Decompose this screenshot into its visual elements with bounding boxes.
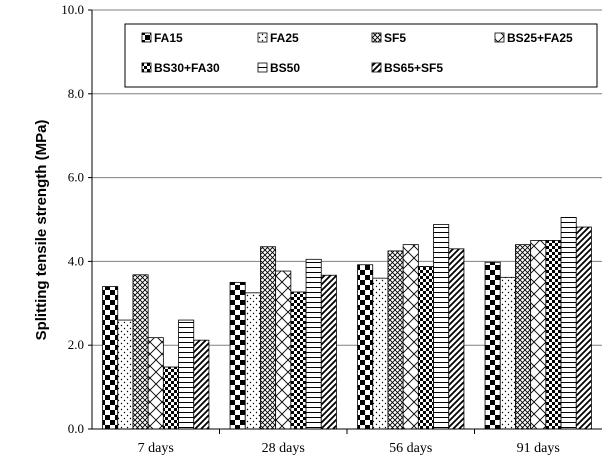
y-tick-label: 8.0 xyxy=(68,86,84,101)
bar xyxy=(229,281,246,430)
bar xyxy=(484,261,501,430)
bar xyxy=(433,224,450,430)
legend-swatch xyxy=(371,32,382,43)
x-tick-label: 7 days xyxy=(138,441,174,456)
legend-label: FA15 xyxy=(154,31,183,45)
bar xyxy=(132,274,149,430)
bar xyxy=(545,240,562,430)
bar xyxy=(560,217,577,430)
bar xyxy=(275,270,292,430)
bar xyxy=(305,258,322,430)
y-tick-label: 4.0 xyxy=(68,253,84,268)
legend-label: BS30+FA30 xyxy=(154,61,220,75)
bar xyxy=(372,277,389,430)
legend-swatch xyxy=(257,62,268,73)
x-tick-label: 28 days xyxy=(262,441,305,456)
bar xyxy=(178,319,195,430)
y-axis-label: Splitting tensile strength (MPa) xyxy=(33,120,50,341)
bar xyxy=(499,276,516,430)
y-tick-label: 6.0 xyxy=(68,170,84,185)
bar xyxy=(102,286,119,430)
y-tick-label: 2.0 xyxy=(68,337,84,352)
bar xyxy=(530,240,547,430)
bar xyxy=(448,248,465,430)
bar xyxy=(117,319,134,430)
bar xyxy=(162,366,179,430)
legend-label: FA25 xyxy=(270,31,299,45)
bar xyxy=(515,244,532,430)
legend-swatch xyxy=(494,32,505,43)
x-tick-label: 56 days xyxy=(389,441,432,456)
bar xyxy=(320,274,337,430)
bar xyxy=(244,292,261,430)
bar xyxy=(260,246,277,430)
bar xyxy=(575,226,592,430)
legend-swatch xyxy=(141,32,152,43)
bar xyxy=(402,244,419,430)
legend-label: BS65+SF5 xyxy=(384,61,443,75)
legend-box xyxy=(124,23,598,88)
x-tick-label: 91 days xyxy=(517,441,560,456)
legend-swatch xyxy=(257,32,268,43)
legend-swatch xyxy=(371,62,382,73)
x-tick-labels: 7 days 28 days 56 days 91 days xyxy=(138,429,560,456)
y-tick-label: 10.0 xyxy=(61,2,84,17)
legend-label: BS25+FA25 xyxy=(507,31,573,45)
y-tick-labels: 0.0 2.0 4.0 6.0 8.0 10.0 xyxy=(61,2,92,436)
y-tick-label: 0.0 xyxy=(68,421,84,436)
legend: FA15 FA25 SF5 BS25+FA25 BS30+FA30 BS50 BS65+SF… xyxy=(124,23,598,88)
legend-label: BS50 xyxy=(270,61,300,75)
legend-label: SF5 xyxy=(384,31,406,45)
bar xyxy=(417,266,434,430)
bar xyxy=(147,337,164,430)
bar xyxy=(357,264,374,430)
bars xyxy=(102,217,592,430)
bar xyxy=(387,250,404,430)
bar xyxy=(290,291,307,430)
bar xyxy=(193,339,210,430)
legend-swatch xyxy=(141,62,152,73)
